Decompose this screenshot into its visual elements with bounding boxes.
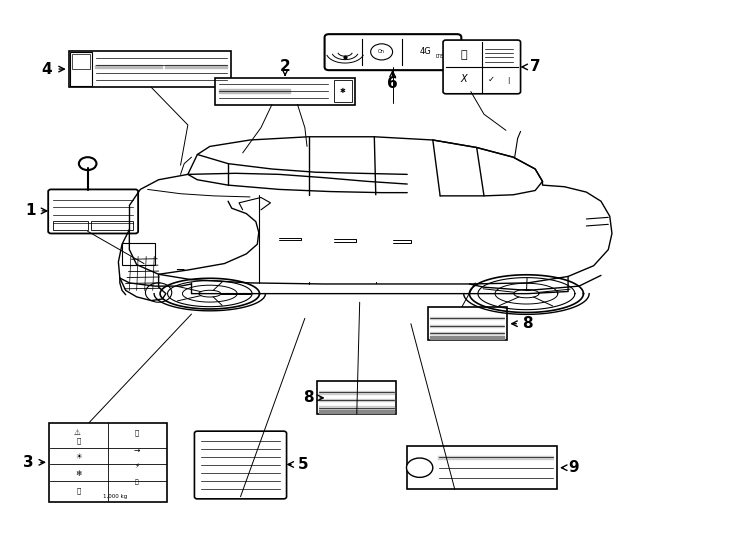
- Text: 🌊: 🌊: [135, 480, 139, 485]
- Text: 7: 7: [530, 59, 540, 75]
- Text: On: On: [378, 49, 385, 55]
- Text: 3: 3: [23, 455, 34, 470]
- Text: 5: 5: [298, 457, 309, 472]
- FancyBboxPatch shape: [324, 34, 462, 70]
- Bar: [70, 52, 92, 86]
- Text: 📋: 📋: [134, 429, 139, 436]
- Text: 9: 9: [569, 460, 579, 475]
- Text: 8: 8: [523, 316, 533, 331]
- Bar: [69, 51, 231, 87]
- Text: 1: 1: [26, 204, 36, 218]
- Text: ⚡: ⚡: [134, 463, 139, 469]
- Text: 1,000 kg: 1,000 kg: [103, 494, 127, 499]
- Text: 🚫: 🚫: [77, 437, 81, 443]
- Circle shape: [79, 157, 96, 170]
- Text: 4: 4: [41, 62, 52, 77]
- Text: 6: 6: [388, 76, 398, 91]
- Bar: [428, 307, 506, 340]
- Bar: [317, 381, 396, 414]
- Text: ✱: ✱: [340, 88, 346, 94]
- FancyBboxPatch shape: [48, 190, 138, 233]
- Text: |: |: [507, 77, 509, 84]
- Text: ✓: ✓: [488, 75, 495, 84]
- Text: ☀: ☀: [76, 453, 82, 462]
- Text: 👤: 👤: [77, 487, 81, 494]
- Text: ⛽: ⛽: [460, 50, 467, 60]
- Text: ⚠: ⚠: [74, 428, 81, 437]
- FancyBboxPatch shape: [443, 40, 520, 94]
- Bar: [72, 54, 90, 69]
- Bar: [53, 220, 87, 230]
- Text: LTE: LTE: [436, 53, 444, 59]
- Bar: [49, 423, 167, 502]
- Text: ❄: ❄: [76, 469, 82, 477]
- Bar: [122, 243, 155, 265]
- Circle shape: [407, 458, 433, 477]
- Bar: [334, 80, 352, 103]
- Bar: [90, 220, 133, 230]
- Bar: [407, 446, 557, 489]
- Text: →: →: [134, 446, 140, 455]
- Text: 8: 8: [303, 390, 314, 406]
- Text: 2: 2: [280, 59, 291, 75]
- Circle shape: [371, 44, 393, 60]
- Text: ━━: ━━: [176, 267, 185, 273]
- Text: X: X: [460, 75, 467, 84]
- Circle shape: [145, 283, 172, 302]
- FancyBboxPatch shape: [195, 431, 286, 499]
- Bar: [215, 78, 355, 105]
- Text: 4G: 4G: [420, 48, 432, 56]
